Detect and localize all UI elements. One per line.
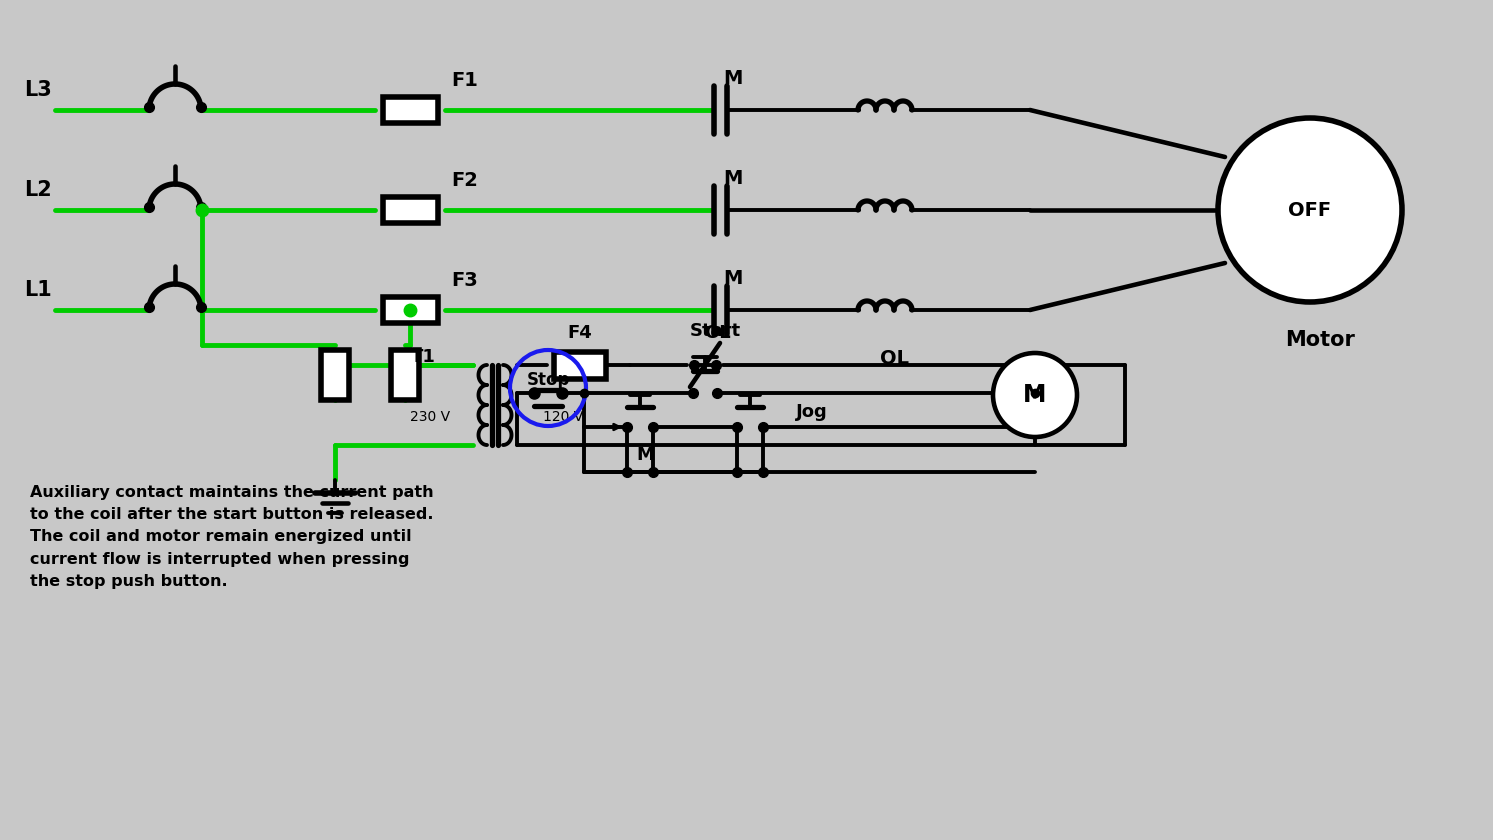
Text: OL: OL bbox=[703, 324, 730, 342]
Text: F4: F4 bbox=[567, 324, 593, 342]
Bar bbox=[391, 350, 420, 400]
Text: Motor: Motor bbox=[1285, 330, 1356, 350]
Text: M: M bbox=[723, 169, 742, 187]
Text: L2: L2 bbox=[24, 180, 52, 200]
Text: 230 V: 230 V bbox=[411, 410, 449, 424]
Bar bbox=[321, 350, 349, 400]
Text: L3: L3 bbox=[24, 80, 52, 100]
Text: M: M bbox=[636, 446, 654, 464]
Text: M: M bbox=[1023, 383, 1047, 407]
Text: L1: L1 bbox=[24, 280, 52, 300]
Text: Jog: Jog bbox=[796, 403, 829, 421]
Text: M: M bbox=[723, 69, 742, 87]
Text: Start: Start bbox=[690, 322, 741, 340]
Text: Auxiliary contact maintains the current path
to the coil after the start button : Auxiliary contact maintains the current … bbox=[30, 485, 433, 589]
Text: 120 V: 120 V bbox=[543, 410, 584, 424]
Text: M: M bbox=[723, 269, 742, 287]
Circle shape bbox=[993, 353, 1076, 437]
Text: Stop: Stop bbox=[527, 371, 570, 389]
Bar bbox=[382, 297, 437, 323]
Text: F2: F2 bbox=[451, 171, 478, 190]
Text: OFF: OFF bbox=[1288, 201, 1332, 219]
Text: T1: T1 bbox=[411, 348, 436, 366]
Bar bbox=[382, 97, 437, 123]
Bar bbox=[554, 351, 606, 379]
Text: OL: OL bbox=[881, 349, 909, 368]
Text: F3: F3 bbox=[451, 270, 478, 290]
Bar bbox=[382, 197, 437, 223]
Circle shape bbox=[1218, 118, 1402, 302]
Text: F1: F1 bbox=[451, 71, 478, 90]
